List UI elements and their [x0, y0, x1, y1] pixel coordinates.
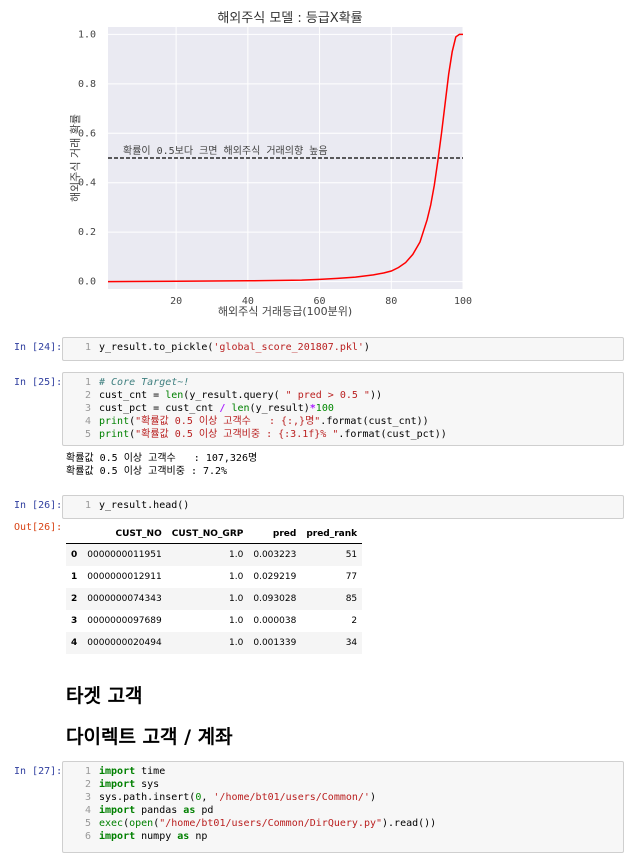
table-cell: 1.0: [229, 616, 244, 626]
row-index: 3: [71, 616, 78, 626]
x-tick-label: 60: [314, 296, 326, 307]
table-cell: 0000000011951: [82, 543, 167, 566]
table-row: 4 0000000020494 1.0 0.001339 34: [66, 632, 363, 654]
index-header: [66, 525, 83, 544]
row-index: 2: [66, 588, 83, 610]
table-cell: 1.0: [166, 588, 249, 610]
x-tick-label: 100: [454, 296, 472, 307]
table-row: 1 0000000012911 1.0 0.029219 77: [66, 566, 362, 588]
table-cell: 0.003223: [248, 543, 302, 566]
y-tick-label: 0.2: [78, 227, 96, 238]
table-cell: 2: [351, 616, 358, 626]
row-index: 1: [71, 572, 78, 582]
row-index: 0: [66, 543, 83, 566]
table-cell: 0.000038: [253, 616, 297, 626]
cell-prompt: In [25]:: [14, 377, 63, 388]
table-row: 3 0000000097689 1.0 0.000038 2: [66, 610, 362, 632]
x-tick-label: 40: [242, 296, 254, 307]
cell-prompt: In [26]:: [14, 500, 63, 511]
heading-target: 타겟 고객: [66, 685, 143, 707]
code-cell[interactable]: 1 import time 2 import sys 3 sys.path.inser…: [62, 761, 624, 853]
x-tick-label: 80: [385, 296, 397, 307]
table-cell: 0.029219: [253, 572, 297, 582]
output-line: 확률값 0.5 이상 고객비중 : 7.2%: [66, 466, 228, 477]
table-row: 2 0000000074343 1.0 0.093028 85: [66, 588, 363, 610]
row-index: 4: [66, 632, 83, 654]
table-cell: 34: [301, 632, 363, 654]
y-tick-label: 1.0: [78, 29, 96, 40]
code-cell[interactable]: 1 y_result.to_pickle('global_score_201807…: [62, 337, 624, 361]
y-axis-label: 해외주식 거래 확률: [68, 114, 82, 202]
code-block: 1 # Core Target~! 2 cust_cnt = len(y_resul…: [84, 377, 447, 440]
series-line: [107, 33, 463, 283]
x-tick-label: 20: [170, 296, 182, 307]
column-header: CUST_NO_GRP: [166, 525, 249, 544]
heading-direct: 다이렉트 고객 / 계좌: [66, 726, 233, 748]
y-tick-label: 0.8: [78, 79, 96, 90]
table-cell: 77: [345, 572, 358, 582]
code-line: 1 y_result.head(): [84, 500, 190, 511]
y-tick-label: 0.4: [78, 178, 96, 189]
cell-prompt: In [24]:: [14, 342, 63, 353]
table-cell: 0.001339: [248, 632, 302, 654]
chart-title: 해외주식 모델 : 등급X확률: [217, 11, 362, 26]
code-cell[interactable]: 1 # Core Target~! 2 cust_cnt = len(y_resul…: [62, 372, 624, 446]
table-cell: 0.093028: [248, 588, 302, 610]
table-cell: 85: [301, 588, 363, 610]
cell-prompt: In [27]:: [14, 766, 63, 777]
table-cell: 0000000012911: [87, 572, 162, 582]
probability-chart: 해외주식 모델 : 등급X확률 0.0 0.2 0.4 0.6 0.8 1.0 20 40 6…: [68, 11, 472, 318]
table-cell: 51: [301, 543, 363, 566]
table-cell: 0000000020494: [82, 632, 167, 654]
x-axis-label: 해외주식 거래등급(100분위): [218, 304, 352, 318]
table-cell: 0000000097689: [87, 616, 162, 626]
table-header-row: CUST_NO CUST_NO_GRP pred pred_rank: [66, 525, 363, 544]
code-line: 1 y_result.to_pickle('global_score_201807…: [84, 342, 370, 353]
column-header: pred_rank: [301, 525, 363, 544]
y-tick-label: 0.6: [78, 128, 96, 139]
table-cell: 1.0: [166, 543, 249, 566]
y-tick-labels: 0.0 0.2 0.4 0.6 0.8 1.0: [78, 29, 96, 287]
table-cell: 0000000074343: [82, 588, 167, 610]
threshold-label: 확률이 0.5보다 크면 해외주식 거래의향 높음: [123, 144, 328, 157]
code-block: 1 import time 2 import sys 3 sys.path.inser…: [84, 766, 437, 842]
output-line: 확률값 0.5 이상 고객수 : 107,326명: [66, 453, 258, 464]
dataframe-table: CUST_NO CUST_NO_GRP pred pred_rank 0 0000…: [66, 525, 363, 654]
column-header: pred: [248, 525, 302, 544]
table-cell: 1.0: [166, 632, 249, 654]
y-tick-label: 0.0: [78, 277, 96, 288]
table-row: 0 0000000011951 1.0 0.003223 51: [66, 543, 363, 566]
column-header: CUST_NO: [82, 525, 167, 544]
table-cell: 1.0: [229, 572, 244, 582]
code-cell[interactable]: 1 y_result.head(): [62, 495, 624, 519]
out-prompt: Out[26]:: [14, 522, 63, 533]
x-tick-labels: 20 40 60 80 100: [170, 296, 472, 307]
